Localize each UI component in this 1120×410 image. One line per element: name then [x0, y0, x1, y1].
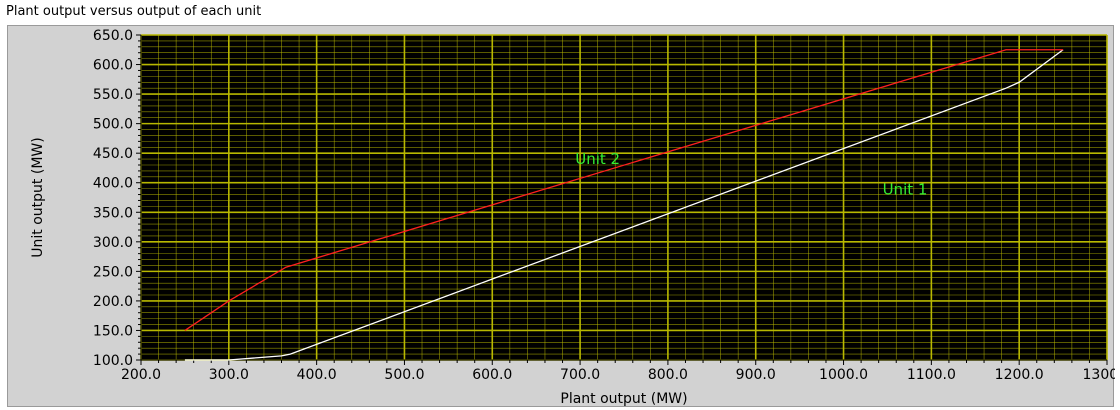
grid [140, 34, 1108, 361]
y-tick-label: 400.0 [93, 176, 133, 192]
x-tick-label: 200.0 [121, 367, 161, 383]
series-line-unit-1 [184, 49, 1064, 361]
x-tick-label: 1200.0 [995, 367, 1044, 383]
x-tick-label: 1000.0 [819, 367, 868, 383]
axes: 200.0 300.0 400.0 500.0 600.0 700.0 800.0 900.0… [93, 28, 1115, 383]
series-label-unit-1: Unit 1 [883, 181, 928, 199]
x-tick-label: 600.0 [472, 367, 512, 383]
y-tick-label: 150.0 [93, 323, 133, 339]
series-line-unit-2 [184, 49, 1064, 331]
chart-panel: 200.0 300.0 400.0 500.0 600.0 700.0 800.0 900.0… [7, 25, 1115, 407]
y-tick-label: 550.0 [93, 87, 133, 103]
y-tick-label: 650.0 [93, 28, 133, 44]
y-tick-label: 100.0 [93, 353, 133, 369]
x-tick-label: 400.0 [297, 367, 337, 383]
x-tick-label: 1100.0 [907, 367, 956, 383]
x-tick-label: 900.0 [736, 367, 776, 383]
x-tick-label: 300.0 [209, 367, 249, 383]
y-tick-label: 200.0 [93, 294, 133, 310]
series-lines [184, 49, 1064, 361]
y-axis-label: Unit output (MW) [30, 137, 46, 257]
plot-area [141, 35, 1107, 360]
chart-svg: 200.0 300.0 400.0 500.0 600.0 700.0 800.0 900.0… [30, 28, 1115, 407]
y-tick-label: 450.0 [93, 146, 133, 162]
y-tick-label: 350.0 [93, 205, 133, 221]
y-tick-label: 600.0 [93, 58, 133, 74]
y-tick-label: 300.0 [93, 235, 133, 251]
y-tick-label: 250.0 [93, 264, 133, 280]
series-label-unit-2: Unit 2 [575, 150, 620, 168]
x-tick-label: 700.0 [560, 367, 600, 383]
x-tick-label: 1300.0 [1083, 367, 1116, 383]
x-axis-label: Plant output (MW) [560, 391, 687, 407]
x-tick-label: 800.0 [648, 367, 688, 383]
series-labels: Unit 2 Unit 1 [575, 150, 927, 199]
y-tick-label: 500.0 [93, 117, 133, 133]
chart-title: Plant output versus output of each unit [6, 4, 262, 19]
x-tick-label: 500.0 [384, 367, 424, 383]
